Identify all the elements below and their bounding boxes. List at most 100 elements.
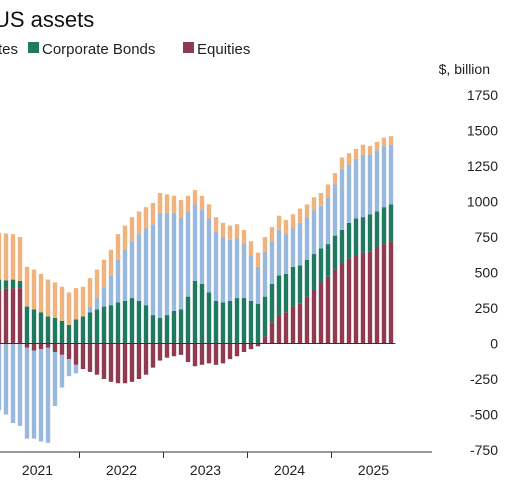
bar-equities: [17, 288, 23, 344]
bar-agencies: [185, 195, 191, 212]
bar-corporate-bonds: [255, 303, 261, 344]
bar-corporate-bonds: [143, 305, 149, 344]
bar-corporate-bonds: [164, 315, 170, 344]
bar-agencies: [346, 153, 352, 165]
bar-corporate-bonds: [346, 222, 352, 259]
bar-agencies: [59, 286, 65, 321]
bar-corporate-bonds: [297, 265, 303, 304]
bar-treasuries: [10, 343, 16, 424]
y-tick-label: 1750: [467, 87, 498, 103]
bar-agencies: [66, 292, 72, 326]
bar-equities: [38, 343, 44, 350]
bar-treasuries: [276, 229, 282, 276]
legend-label-corporate-bonds: Corporate Bonds: [42, 41, 155, 58]
bar-agencies: [255, 252, 261, 267]
bar-equities: [325, 276, 331, 344]
bar-equities: [283, 312, 289, 344]
bar-corporate-bonds: [45, 316, 51, 344]
bar-corporate-bonds: [59, 320, 65, 344]
bar-agencies: [52, 282, 58, 318]
bar-treasuries: [318, 205, 324, 249]
bar-corporate-bonds: [136, 300, 142, 344]
bar-agencies: [0, 232, 2, 280]
bar-corporate-bonds: [388, 204, 394, 242]
bar-corporate-bonds: [213, 300, 219, 344]
bar-corporate-bonds: [115, 302, 121, 344]
bar-agencies: [150, 202, 156, 225]
bar-agencies: [157, 192, 163, 213]
bar-agencies: [3, 233, 9, 281]
bar-agencies: [80, 286, 86, 317]
bar-equities: [199, 343, 205, 365]
bar-treasuries: [248, 255, 254, 301]
bar-corporate-bonds: [262, 296, 268, 337]
y-tick-label: -250: [470, 371, 498, 387]
bar-equities: [241, 343, 247, 353]
bar-agencies: [164, 194, 170, 213]
bar-agencies: [339, 157, 345, 169]
bar-agencies: [24, 266, 30, 307]
bar-agencies: [101, 259, 107, 287]
bar-agencies: [367, 146, 373, 155]
bar-equities: [31, 343, 37, 351]
bar-equities: [94, 343, 100, 375]
bar-agencies: [234, 224, 240, 239]
bar-treasuries: [325, 197, 331, 245]
bar-equities: [346, 258, 352, 344]
bar-treasuries: [304, 217, 310, 260]
bar-treasuries: [115, 259, 121, 303]
bar-equities: [388, 241, 394, 344]
bar-equities: [171, 343, 177, 357]
bar-corporate-bonds: [17, 281, 23, 289]
bar-treasuries: [157, 212, 163, 318]
y-tick-label: -750: [470, 442, 498, 458]
bar-treasuries: [38, 349, 44, 442]
bar-equities: [248, 343, 254, 350]
bar-agencies: [213, 217, 219, 232]
bar-treasuries: [129, 241, 135, 299]
bar-treasuries: [164, 212, 170, 316]
bar-treasuries: [94, 298, 100, 310]
bar-agencies: [31, 269, 37, 310]
bar-treasuries: [101, 286, 107, 307]
bar-treasuries: [388, 144, 394, 205]
x-tick-label: 2021: [22, 462, 53, 478]
bar-treasuries: [87, 306, 93, 313]
bar-corporate-bonds: [339, 229, 345, 264]
bar-corporate-bonds: [10, 279, 16, 289]
bar-equities: [374, 246, 380, 344]
bar-corporate-bonds: [31, 309, 37, 344]
bar-treasuries: [199, 210, 205, 284]
bar-agencies: [220, 222, 226, 237]
legend-swatch-corporate-bonds: [28, 42, 39, 53]
legend-label-equities: Equities: [197, 41, 250, 58]
bar-treasuries: [367, 154, 373, 215]
bar-equities: [143, 343, 149, 375]
bar-corporate-bonds: [0, 279, 2, 290]
bar-equities: [108, 343, 114, 382]
bar-corporate-bonds: [80, 316, 86, 344]
bar-corporate-bonds: [38, 312, 44, 344]
y-tick-label: 0: [490, 336, 498, 352]
bar-treasuries: [122, 249, 128, 301]
bar-treasuries: [66, 359, 72, 377]
bar-agencies: [45, 279, 51, 317]
bar-corporate-bonds: [52, 317, 58, 344]
bar-equities: [0, 289, 2, 344]
bar-corporate-bonds: [192, 281, 198, 344]
bar-corporate-bonds: [332, 235, 338, 270]
bar-corporate-bonds: [171, 310, 177, 344]
bar-corporate-bonds: [24, 306, 30, 344]
bar-corporate-bonds: [290, 266, 296, 307]
bar-equities: [297, 303, 303, 344]
bar-equities: [80, 343, 86, 370]
bar-corporate-bonds: [178, 309, 184, 344]
bar-agencies: [318, 192, 324, 206]
bar-agencies: [353, 148, 359, 159]
bar-equities: [150, 343, 156, 368]
bar-corporate-bonds: [150, 315, 156, 344]
bar-treasuries: [185, 211, 191, 297]
bar-agencies: [192, 190, 198, 205]
x-tick-label: 2022: [106, 462, 137, 478]
